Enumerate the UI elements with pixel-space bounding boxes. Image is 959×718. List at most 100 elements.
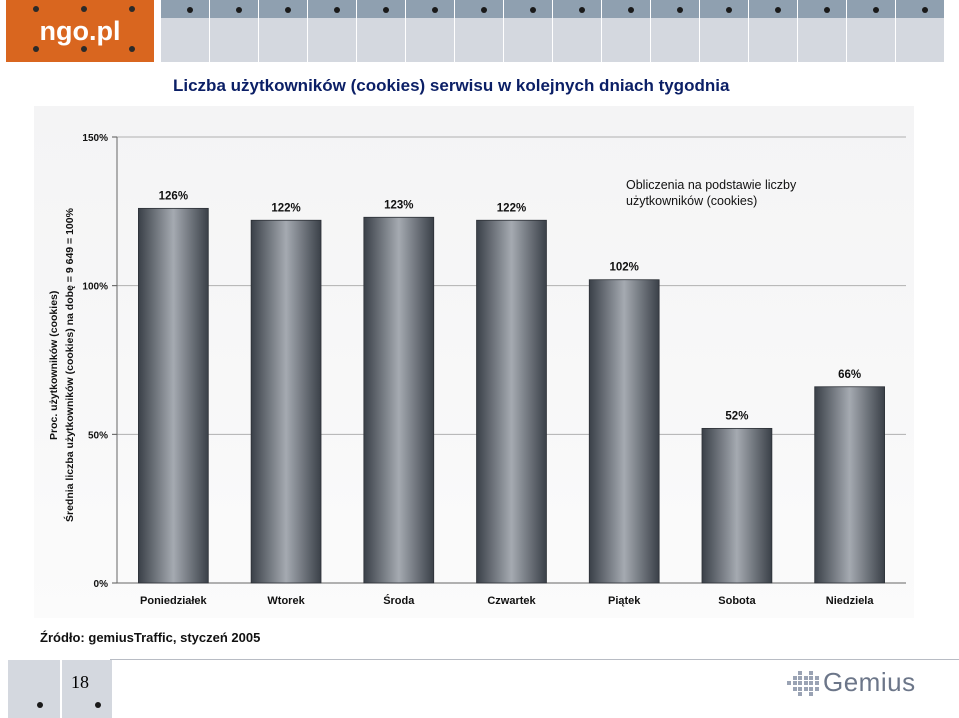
logo-text: ngo.pl bbox=[39, 16, 121, 46]
gemius-square bbox=[798, 676, 802, 681]
bar-value-label: 66% bbox=[838, 369, 861, 381]
header-cell bbox=[258, 0, 308, 62]
header-dot bbox=[187, 7, 193, 13]
gemius-square bbox=[814, 686, 819, 691]
gemius-square bbox=[792, 676, 797, 681]
bar-value-label: 52% bbox=[725, 410, 748, 422]
logo-dot bbox=[129, 46, 135, 52]
bar bbox=[814, 386, 885, 584]
y-tick-label: 150% bbox=[82, 133, 108, 144]
header-cell bbox=[552, 0, 602, 62]
header-cell bbox=[356, 0, 406, 62]
header-dot bbox=[775, 7, 781, 13]
header-cell bbox=[503, 0, 553, 62]
footer-dot bbox=[95, 702, 101, 708]
y-tick-label: 100% bbox=[82, 282, 108, 293]
annotation-line2: użytkowników (cookies) bbox=[626, 194, 757, 208]
gemius-square bbox=[809, 691, 813, 696]
header-dot bbox=[873, 7, 879, 13]
header-dot bbox=[481, 7, 487, 13]
gemius-square bbox=[798, 691, 802, 696]
header-cell bbox=[160, 0, 210, 62]
page-title: Liczba użytkowników (cookies) serwisu w … bbox=[173, 76, 730, 95]
gemius-square bbox=[809, 686, 813, 691]
y-axis-label-line2: Średnia liczba użytkowników (cookies) na… bbox=[63, 207, 76, 522]
x-tick-label: Wtorek bbox=[267, 595, 305, 607]
header-dot bbox=[285, 7, 291, 13]
ngo-logo[interactable]: ngo.pl bbox=[6, 0, 154, 62]
gemius-square bbox=[803, 686, 808, 691]
gemius-logo[interactable]: Gemius bbox=[787, 667, 927, 699]
x-tick-label: Czwartek bbox=[487, 595, 536, 607]
header-dot bbox=[628, 7, 634, 13]
gemius-square bbox=[809, 671, 813, 675]
bar-value-label: 122% bbox=[497, 202, 526, 214]
header-cell bbox=[454, 0, 504, 62]
header-dot bbox=[579, 7, 585, 13]
bar-value-label: 102% bbox=[610, 262, 639, 274]
page-number: 18 bbox=[71, 672, 89, 692]
gemius-square bbox=[803, 676, 808, 681]
header-dot bbox=[824, 7, 830, 13]
gemius-square bbox=[814, 676, 819, 681]
annotation-line1: Obliczenia na podstawie liczby bbox=[626, 178, 797, 192]
gemius-square bbox=[814, 681, 819, 686]
gemius-square bbox=[798, 671, 802, 675]
bar bbox=[476, 219, 547, 584]
gemius-square bbox=[792, 686, 797, 691]
source-note: Źródło: gemiusTraffic, styczeń 2005 bbox=[40, 630, 261, 645]
x-tick-label: Piątek bbox=[608, 595, 641, 607]
header-dot bbox=[726, 7, 732, 13]
bar bbox=[363, 216, 435, 584]
header-dot bbox=[236, 7, 242, 13]
x-tick-label: Poniedziałek bbox=[140, 595, 208, 607]
gemius-square bbox=[803, 681, 808, 686]
x-tick-label: Środa bbox=[383, 594, 415, 607]
brand-name: Gemius bbox=[823, 667, 916, 697]
gemius-square bbox=[792, 681, 797, 686]
header-cell bbox=[650, 0, 700, 62]
x-tick-label: Sobota bbox=[718, 595, 756, 607]
gemius-square bbox=[809, 676, 813, 681]
header-cell bbox=[307, 0, 357, 62]
page-box-divider bbox=[60, 660, 62, 718]
logo-dot bbox=[33, 46, 39, 52]
header-cell bbox=[895, 0, 945, 62]
bar bbox=[588, 279, 660, 584]
bar-value-label: 122% bbox=[271, 202, 300, 214]
header-dot bbox=[383, 7, 389, 13]
gemius-square bbox=[798, 686, 802, 691]
header-cell bbox=[405, 0, 455, 62]
logo-dot bbox=[33, 6, 39, 12]
header-dot bbox=[922, 7, 928, 13]
header-cell bbox=[209, 0, 259, 62]
bar-value-label: 123% bbox=[384, 199, 413, 211]
logo-dot bbox=[81, 6, 87, 12]
header-cell bbox=[846, 0, 896, 62]
header-dot bbox=[530, 7, 536, 13]
y-tick-label: 0% bbox=[94, 579, 109, 590]
header-cell bbox=[699, 0, 749, 62]
header-dot bbox=[334, 7, 340, 13]
bar-value-label: 126% bbox=[159, 190, 188, 202]
bar bbox=[138, 207, 209, 584]
y-axis-label-line1: Proc. użytkowników (cookies) bbox=[48, 291, 60, 440]
header-cell bbox=[797, 0, 847, 62]
gemius-squares-icon bbox=[787, 671, 821, 697]
logo-dot bbox=[81, 46, 87, 52]
gemius-square bbox=[809, 681, 813, 686]
header-dot bbox=[432, 7, 438, 13]
x-tick-label: Niedziela bbox=[826, 595, 875, 607]
header-cell bbox=[601, 0, 651, 62]
bar bbox=[701, 427, 773, 584]
header-dot bbox=[677, 7, 683, 13]
header-cell bbox=[748, 0, 798, 62]
footer-rule bbox=[110, 659, 959, 660]
gemius-square bbox=[787, 681, 791, 686]
bar bbox=[250, 219, 322, 584]
y-tick-label: 50% bbox=[88, 430, 108, 441]
gemius-square bbox=[798, 681, 802, 686]
logo-dot bbox=[129, 6, 135, 12]
footer-dot bbox=[37, 702, 43, 708]
